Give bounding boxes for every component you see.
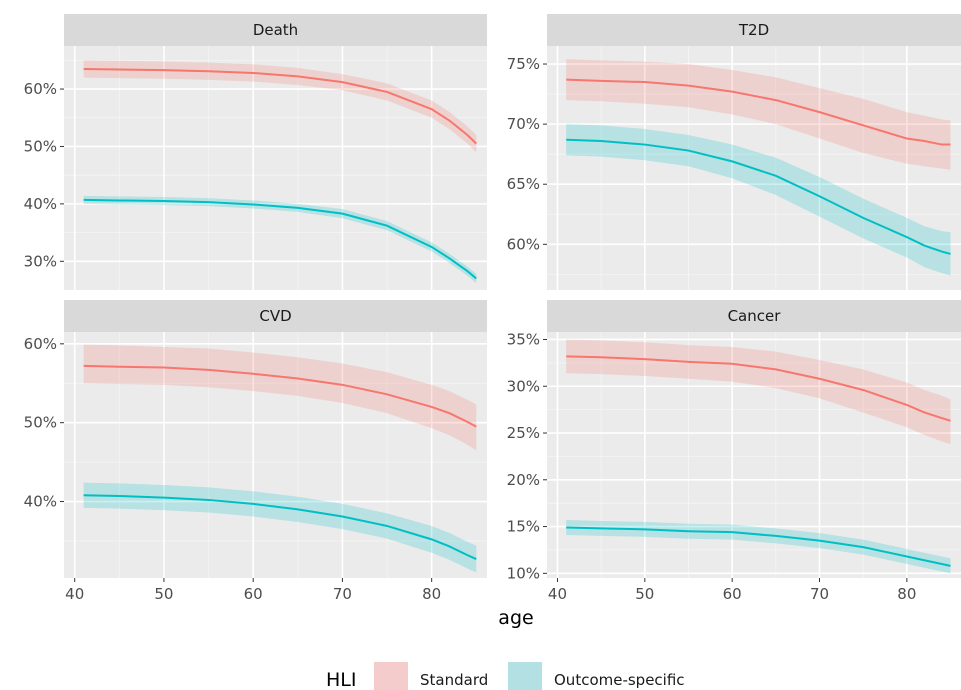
series-line-standard: [83, 67, 477, 145]
y-tick-label: 40%: [24, 493, 57, 511]
y-tick-label: 70%: [507, 115, 540, 133]
x-tick-label: 40: [65, 585, 84, 603]
legend-key-outcome-specific: [508, 662, 542, 690]
series-line-standard: [83, 364, 477, 428]
y-tick-label: 40%: [24, 195, 57, 213]
y-tick-label: 50%: [24, 137, 57, 155]
panel-cancer: Cancer 10% 15% 20% 25% 30% 35% 40 50 60 70 80: [507, 300, 961, 603]
facet-strip: [547, 300, 961, 332]
x-tick-label: 50: [635, 585, 654, 603]
legend-key-standard: [374, 662, 408, 690]
y-tick-label: 35%: [507, 330, 540, 348]
confidence-ribbon-standard: [83, 60, 477, 153]
y-tick-label: 50%: [24, 414, 57, 432]
x-tick-label: 80: [897, 585, 916, 603]
x-axis-title: age: [498, 607, 533, 629]
y-tick-label: 60%: [24, 335, 57, 353]
legend-label: Standard: [420, 671, 488, 689]
facet-strip: [64, 300, 487, 332]
series-line-standard: [566, 355, 951, 422]
legend-label: Outcome-specific: [554, 671, 685, 689]
x-tick-label: 80: [422, 585, 441, 603]
panel-cvd: CVD 40% 50% 60% 40 50 60 70 80: [24, 300, 487, 603]
confidence-ribbon-standard: [83, 344, 477, 451]
x-tick-label: 40: [548, 585, 567, 603]
x-tick-label: 60: [723, 585, 742, 603]
series-line-outcome-specific: [83, 494, 477, 560]
plot-background: [547, 332, 961, 578]
x-tick-label: 70: [333, 585, 352, 603]
y-tick-label: 20%: [507, 471, 540, 489]
y-tick-label: 60%: [24, 80, 57, 98]
series-line-outcome-specific: [566, 526, 951, 567]
series-line-standard: [566, 78, 951, 146]
facet-title: Cancer: [728, 307, 782, 325]
confidence-ribbon-outcome-specific: [566, 520, 951, 574]
facet-strip: [64, 14, 487, 46]
y-tick-label: 15%: [507, 518, 540, 536]
series-line-outcome-specific: [83, 198, 477, 280]
legend: HLI Standard Outcome-specific: [326, 662, 685, 690]
y-tick-label: 65%: [507, 175, 540, 193]
panel-death: Death 30% 40% 50% 60%: [24, 14, 487, 290]
facet-title: Death: [253, 21, 298, 39]
panel-t2d: T2D 60% 65% 70% 75%: [507, 14, 961, 290]
facet-strip: [547, 14, 961, 46]
confidence-ribbon-outcome-specific: [83, 482, 477, 573]
y-tick-label: 75%: [507, 55, 540, 73]
series-line-outcome-specific: [566, 138, 951, 255]
facet-title: CVD: [259, 307, 291, 325]
facet-title: T2D: [738, 21, 769, 39]
x-tick-label: 60: [244, 585, 263, 603]
y-tick-label: 10%: [507, 564, 540, 582]
x-tick-label: 50: [154, 585, 173, 603]
confidence-ribbon-outcome-specific: [566, 124, 951, 276]
confidence-ribbon-standard: [566, 339, 951, 445]
y-tick-label: 30%: [24, 252, 57, 270]
x-tick-label: 70: [810, 585, 829, 603]
plot-background: [64, 332, 487, 578]
legend-title: HLI: [326, 669, 356, 690]
y-tick-label: 25%: [507, 424, 540, 442]
y-tick-label: 60%: [507, 235, 540, 253]
confidence-ribbon-standard: [566, 59, 951, 170]
y-tick-label: 30%: [507, 377, 540, 395]
plot-background: [64, 46, 487, 290]
